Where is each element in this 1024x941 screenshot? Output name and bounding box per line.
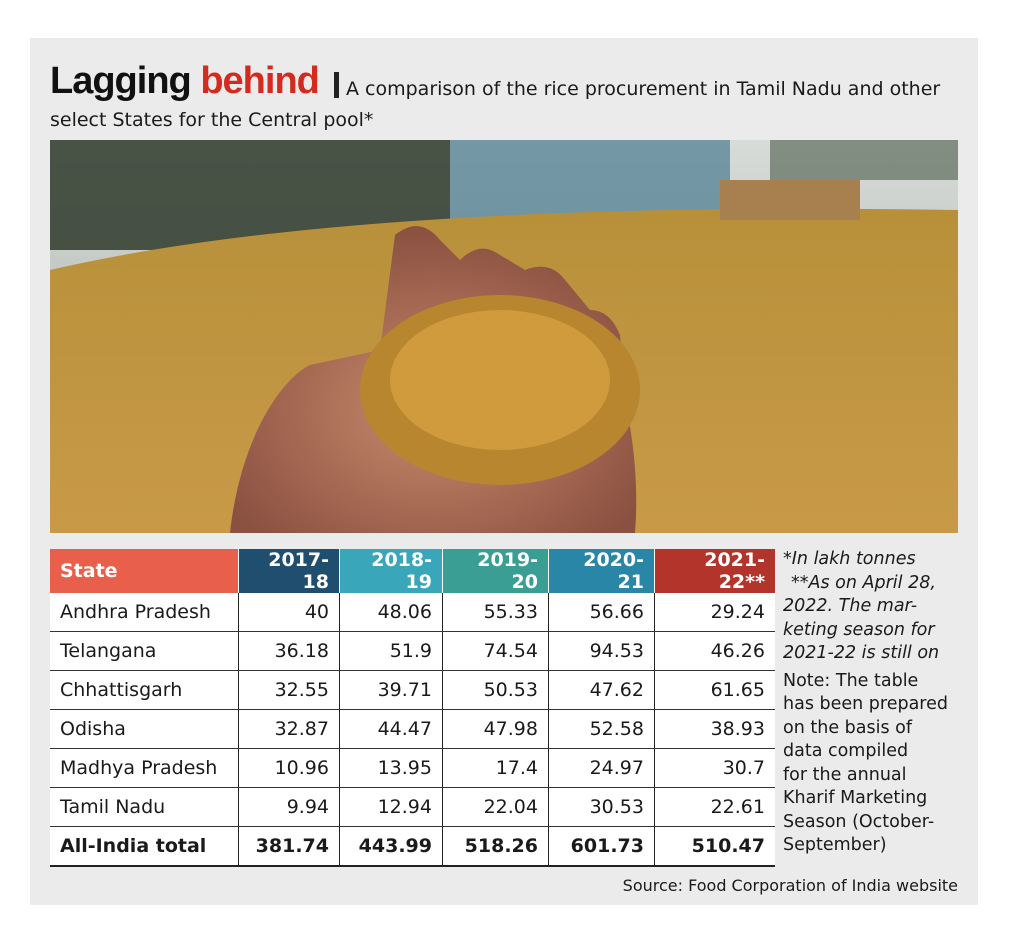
column-header: 2017-18 (238, 549, 340, 593)
state-name: Tamil Nadu (50, 787, 239, 827)
state-name: Telangana (50, 631, 239, 671)
cell: 40 (238, 593, 340, 632)
total-cell: 443.99 (339, 826, 443, 867)
cell: 50.53 (442, 670, 549, 710)
cell: 22.61 (654, 787, 775, 827)
total-cell: 601.73 (548, 826, 655, 867)
cell: 61.65 (654, 670, 775, 710)
cell: 44.47 (339, 709, 443, 749)
state-name: Andhra Pradesh (50, 593, 239, 632)
method-note: Kharif Marketing (783, 788, 928, 808)
cell: 46.26 (654, 631, 775, 671)
total-label: All-India total (50, 826, 239, 867)
total-cell: 518.26 (442, 826, 549, 867)
photo (50, 140, 958, 533)
as-on-note: **As on April 28, (791, 572, 936, 593)
column-header: 2019-20 (442, 549, 549, 593)
method-note: September) (783, 835, 887, 855)
column-header: 2020-21 (548, 549, 655, 593)
cell: 47.62 (548, 670, 655, 710)
column-header: 2018-19 (339, 549, 443, 593)
cell: 56.66 (548, 593, 655, 632)
method-note: for the annual (783, 764, 907, 785)
cell: 32.87 (238, 709, 340, 749)
column-header: 2021-22** (654, 549, 775, 593)
separator (334, 72, 339, 98)
method-note: data compiled (783, 741, 909, 761)
cell: 47.98 (442, 709, 549, 749)
method-note: Season (October- (783, 811, 935, 832)
cell: 10.96 (238, 748, 340, 788)
table-row: Odisha 32.87 44.47 47.98 52.58 38.93 (50, 709, 775, 749)
table-row: Madhya Pradesh 10.96 13.95 17.4 24.97 30.7 (50, 748, 775, 788)
title: Lagging behind (50, 60, 320, 103)
cell: 30.53 (548, 787, 655, 827)
state-name: Odisha (50, 709, 239, 749)
cell: 17.4 (442, 748, 549, 788)
state-name: Chhattisgarh (50, 670, 239, 710)
as-on-note: 2022. The mar- (783, 596, 918, 616)
cell: 38.93 (654, 709, 775, 749)
cell: 36.18 (238, 631, 340, 671)
cell: 22.04 (442, 787, 549, 827)
source: Source: Food Corporation of India websit… (622, 876, 958, 895)
subtitle-line: A comparison of the rice procurement in … (346, 78, 941, 100)
cell: 39.71 (339, 670, 443, 710)
as-on-note: keting season for (783, 619, 935, 640)
subtitle-line: select States for the Central pool* (50, 109, 374, 131)
cell: 52.58 (548, 709, 655, 749)
cell: 30.7 (654, 748, 775, 788)
cell: 29.24 (654, 593, 775, 632)
method-note: Note: The table (783, 670, 919, 691)
infographic: Lagging behind A comparison of the rice … (30, 38, 978, 905)
cell: 55.33 (442, 593, 549, 632)
subtitle: A comparison of the rice procurement in … (50, 74, 940, 136)
cell: 32.55 (238, 670, 340, 710)
units-note: *In lakh tonnes (783, 549, 916, 569)
cell: 13.95 (339, 748, 443, 788)
as-on-note: 2021-22 is still on (783, 643, 940, 663)
cell: 51.9 (339, 631, 443, 671)
cell: 74.54 (442, 631, 549, 671)
title-main: Lagging (50, 60, 192, 102)
cell: 9.94 (238, 787, 340, 827)
total-cell: 381.74 (238, 826, 340, 867)
state-name: Madhya Pradesh (50, 748, 239, 788)
table-row: Andhra Pradesh 40 48.06 55.33 56.66 29.24 (50, 593, 775, 632)
total-cell: 510.47 (654, 826, 775, 867)
method-note: on the basis of (783, 717, 913, 738)
method-note: has been prepared (783, 694, 948, 714)
procurement-table: State 2017-18 2018-19 2019-20 2020-21 2021-22… (50, 549, 775, 867)
total-row: All-India total 381.74 443.99 518.26 601.73 5… (50, 826, 775, 867)
cell: 94.53 (548, 631, 655, 671)
table-row: Chhattisgarh 32.55 39.71 50.53 47.62 61.65 (50, 670, 775, 710)
title-accent: behind (200, 60, 320, 102)
table-row: Tamil Nadu 9.94 12.94 22.04 30.53 22.61 (50, 787, 775, 827)
column-header: State (50, 549, 239, 593)
cell: 48.06 (339, 593, 443, 632)
table-row: Telangana 36.18 51.9 74.54 94.53 46.26 (50, 631, 775, 671)
cell: 12.94 (339, 787, 443, 827)
notes: *In lakh tonnes **As on April 28, 2022. Th… (783, 548, 948, 858)
cell: 24.97 (548, 748, 655, 788)
